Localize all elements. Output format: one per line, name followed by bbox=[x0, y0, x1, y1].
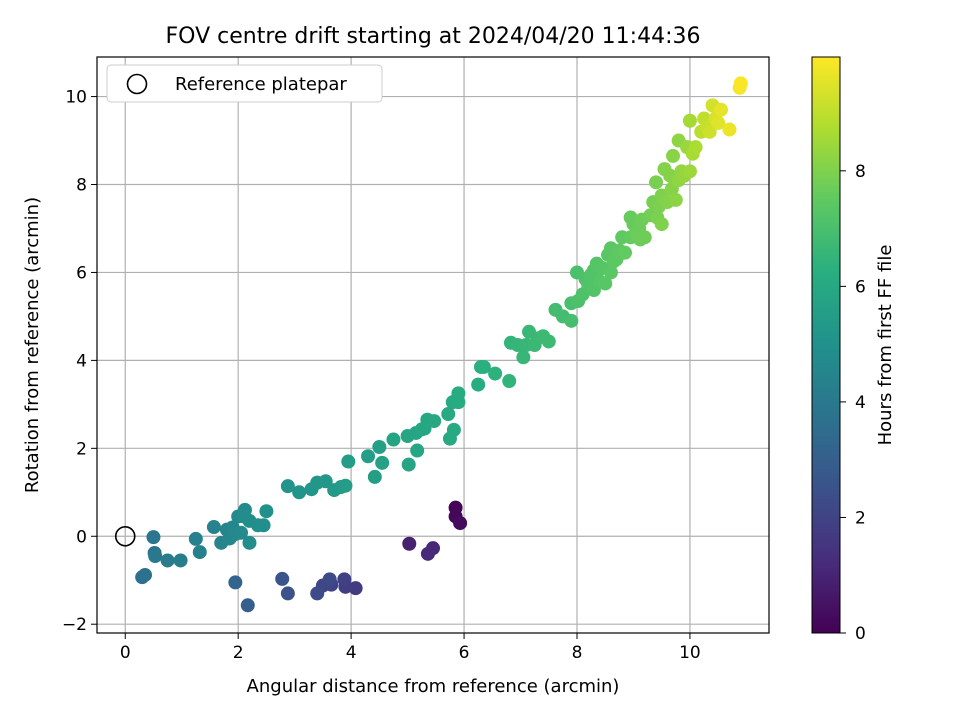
data-point bbox=[564, 313, 579, 328]
colorbar-tick-label: 0 bbox=[855, 624, 866, 644]
data-point bbox=[474, 359, 488, 374]
legend-marker-icon bbox=[126, 73, 148, 95]
data-point bbox=[420, 546, 435, 561]
x-tick-label: 8 bbox=[572, 643, 583, 663]
y-tick-label: 10 bbox=[65, 88, 87, 108]
data-point bbox=[666, 148, 680, 163]
data-point bbox=[711, 115, 726, 130]
data-point bbox=[234, 525, 248, 540]
data-point bbox=[337, 572, 352, 587]
data-point bbox=[280, 479, 295, 494]
data-point bbox=[192, 545, 207, 560]
plot-frame bbox=[96, 56, 770, 634]
data-point bbox=[722, 122, 737, 137]
data-point bbox=[292, 485, 307, 500]
data-point bbox=[372, 440, 387, 455]
data-point bbox=[441, 407, 456, 422]
legend-label: Reference platepar bbox=[175, 74, 347, 95]
data-point bbox=[471, 377, 486, 392]
data-point bbox=[280, 586, 295, 601]
chart-title: FOV centre drift starting at 2024/04/20 … bbox=[166, 24, 701, 49]
data-point bbox=[682, 164, 697, 179]
legend: Reference platepar bbox=[106, 64, 383, 103]
colorbar-tick-label: 2 bbox=[855, 508, 866, 528]
data-point bbox=[410, 443, 425, 458]
colorbar-tick-label: 4 bbox=[855, 393, 866, 413]
data-point bbox=[541, 334, 556, 349]
data-point bbox=[256, 518, 271, 533]
reference-point-marker bbox=[114, 525, 136, 547]
data-point bbox=[322, 572, 337, 587]
data-point bbox=[618, 245, 632, 260]
data-point bbox=[275, 571, 290, 586]
data-point bbox=[502, 374, 517, 389]
data-point bbox=[386, 432, 401, 447]
x-axis-label: Angular distance from reference (arcmin) bbox=[247, 676, 620, 697]
colorbar-tick-label: 8 bbox=[855, 162, 866, 182]
data-point bbox=[603, 265, 618, 280]
data-point bbox=[318, 474, 333, 489]
data-point bbox=[453, 516, 468, 531]
data-point bbox=[598, 276, 613, 291]
x-tick-label: 10 bbox=[679, 643, 701, 663]
data-point bbox=[348, 581, 363, 596]
y-tick-label: 4 bbox=[76, 351, 87, 371]
data-point bbox=[733, 76, 748, 91]
data-point bbox=[173, 553, 188, 568]
data-point bbox=[402, 536, 417, 551]
data-point bbox=[702, 124, 717, 139]
y-tick-label: 8 bbox=[76, 176, 87, 196]
data-point bbox=[446, 422, 461, 437]
data-point bbox=[242, 535, 257, 550]
data-point bbox=[401, 457, 416, 472]
data-point bbox=[138, 567, 152, 582]
data-point bbox=[361, 449, 376, 464]
y-tick-label: 2 bbox=[76, 439, 87, 459]
colorbar-tick-label: 6 bbox=[855, 277, 866, 297]
data-point bbox=[654, 217, 669, 232]
data-point bbox=[146, 530, 161, 545]
data-point bbox=[637, 230, 652, 245]
data-point bbox=[649, 175, 664, 190]
y-ticks: −2 0 2 4 6 8 10 bbox=[62, 88, 97, 635]
data-point bbox=[188, 531, 203, 546]
x-tick-label: 6 bbox=[459, 643, 470, 663]
y-tick-label: −2 bbox=[62, 615, 87, 635]
data-point bbox=[688, 140, 703, 155]
colorbar-ticks: 0 2 4 6 8 bbox=[840, 162, 866, 644]
data-point bbox=[668, 192, 683, 207]
x-tick-label: 4 bbox=[346, 643, 357, 663]
y-axis-label: Rotation from reference (arcmin) bbox=[22, 197, 43, 493]
data-points bbox=[135, 76, 748, 613]
data-point bbox=[206, 520, 221, 535]
data-point bbox=[148, 549, 163, 564]
data-point bbox=[714, 102, 728, 117]
data-point bbox=[259, 504, 274, 519]
data-point bbox=[682, 113, 697, 128]
data-point bbox=[310, 586, 325, 601]
colorbar-gradient bbox=[811, 56, 841, 634]
data-point bbox=[427, 414, 442, 429]
legend-box bbox=[106, 64, 383, 103]
data-point bbox=[488, 366, 503, 381]
y-tick-label: 0 bbox=[76, 527, 87, 547]
x-tick-label: 2 bbox=[233, 643, 244, 663]
colorbar: 0 2 4 6 8 Hours from first FF file bbox=[811, 56, 896, 644]
colorbar-label: Hours from first FF file bbox=[875, 245, 896, 446]
data-point bbox=[338, 478, 353, 493]
data-point bbox=[516, 350, 531, 365]
data-point bbox=[228, 575, 243, 590]
data-point bbox=[160, 553, 175, 568]
data-point bbox=[240, 598, 255, 613]
data-point bbox=[367, 469, 382, 484]
x-tick-label: 0 bbox=[120, 643, 131, 663]
x-ticks: 0 2 4 6 8 10 bbox=[120, 633, 701, 663]
data-point bbox=[375, 455, 390, 470]
y-tick-label: 6 bbox=[76, 263, 87, 283]
data-point bbox=[341, 454, 356, 469]
data-point bbox=[451, 395, 466, 410]
